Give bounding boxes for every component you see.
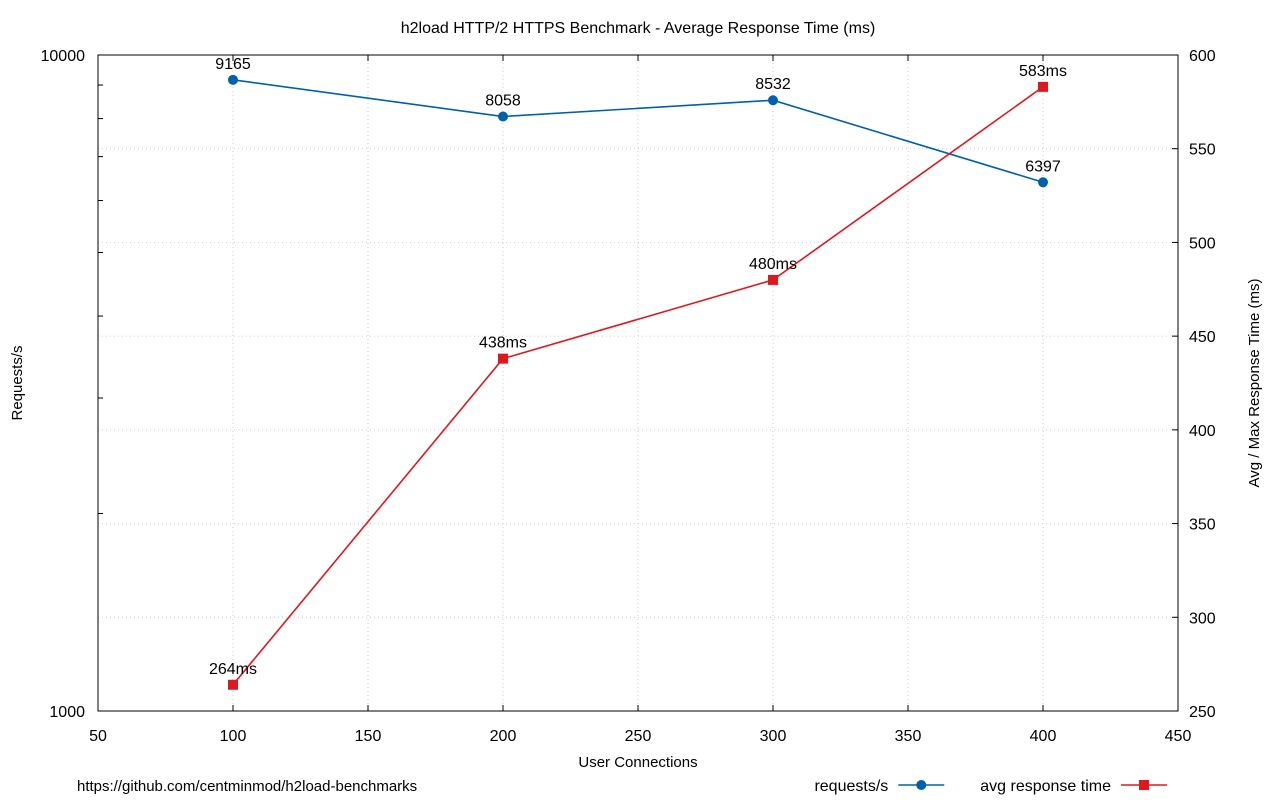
- data-label-requests-s: 9165: [215, 56, 251, 73]
- data-point-avg-response-time: [498, 353, 508, 364]
- grid-lines: [98, 55, 1178, 711]
- series-line-requests-s: [232, 79, 1044, 184]
- x-tick-label: 200: [490, 728, 517, 745]
- legend-marker-avg-response-time: [1139, 780, 1149, 790]
- legend-label-avg-response-time: avg response time: [980, 778, 1111, 795]
- y2-tick-label: 500: [1189, 235, 1216, 252]
- y2-tick-label: 300: [1189, 610, 1216, 627]
- y-tick-label: 10000: [41, 48, 86, 65]
- y-axis-label: Requests/s: [9, 345, 26, 420]
- x-tick-label: 250: [625, 728, 652, 745]
- x-tick-label: 350: [895, 728, 922, 745]
- data-label-avg-response-time: 583ms: [1019, 63, 1067, 80]
- legend: avg response time requests/s: [814, 778, 1167, 795]
- x-tick-label: 50: [89, 728, 107, 745]
- series-layer: [228, 74, 1048, 690]
- data-point-requests-s: [1038, 177, 1048, 188]
- y2-tick-label: 600: [1189, 48, 1216, 65]
- data-label-requests-s: 8532: [755, 76, 791, 93]
- data-point-avg-response-time: [768, 274, 778, 285]
- footer-source-link[interactable]: https://github.com/centminmod/h2load-ben…: [77, 778, 417, 795]
- x-tick-label: 450: [1165, 728, 1192, 745]
- chart-title: h2load HTTP/2 HTTPS Benchmark - Average …: [401, 20, 876, 37]
- data-point-avg-response-time: [228, 679, 238, 690]
- x-tick-label: 400: [1030, 728, 1057, 745]
- y2-tick-label: 250: [1189, 704, 1216, 721]
- x-tick-label: 300: [760, 728, 787, 745]
- y2-tick-label: 550: [1189, 142, 1216, 159]
- y2-tick-label: 400: [1189, 423, 1216, 440]
- legend-label-requests-s: requests/s: [814, 778, 888, 795]
- legend-marker-requests-s: [916, 780, 927, 790]
- y2-tick-label: 350: [1189, 517, 1216, 534]
- x-tick-label: 100: [220, 728, 247, 745]
- data-labels: 9165 8058 8532 6397 264ms 438ms 480ms 583ms: [209, 56, 1067, 678]
- x-tick-label: 150: [355, 728, 382, 745]
- x-axis-label: User Connections: [578, 754, 697, 771]
- axis-ticks: 50 100 150 200 250 300 350 400 450 250 300 350 400 45…: [41, 48, 1216, 745]
- y2-tick-label: 450: [1189, 329, 1216, 346]
- data-point-requests-s: [228, 74, 238, 85]
- y-tick-label: 1000: [49, 704, 85, 721]
- y2-axis-label: Avg / Max Response Time (ms): [1246, 279, 1263, 488]
- data-label-avg-response-time: 264ms: [209, 661, 257, 678]
- data-label-requests-s: 8058: [485, 93, 521, 110]
- data-label-requests-s: 6397: [1025, 158, 1061, 175]
- data-point-avg-response-time: [1038, 81, 1048, 92]
- data-label-avg-response-time: 438ms: [479, 335, 527, 352]
- series-line-avg-response-time: [232, 86, 1044, 686]
- data-point-requests-s: [768, 95, 778, 106]
- data-label-avg-response-time: 480ms: [749, 256, 797, 273]
- data-point-requests-s: [498, 111, 508, 122]
